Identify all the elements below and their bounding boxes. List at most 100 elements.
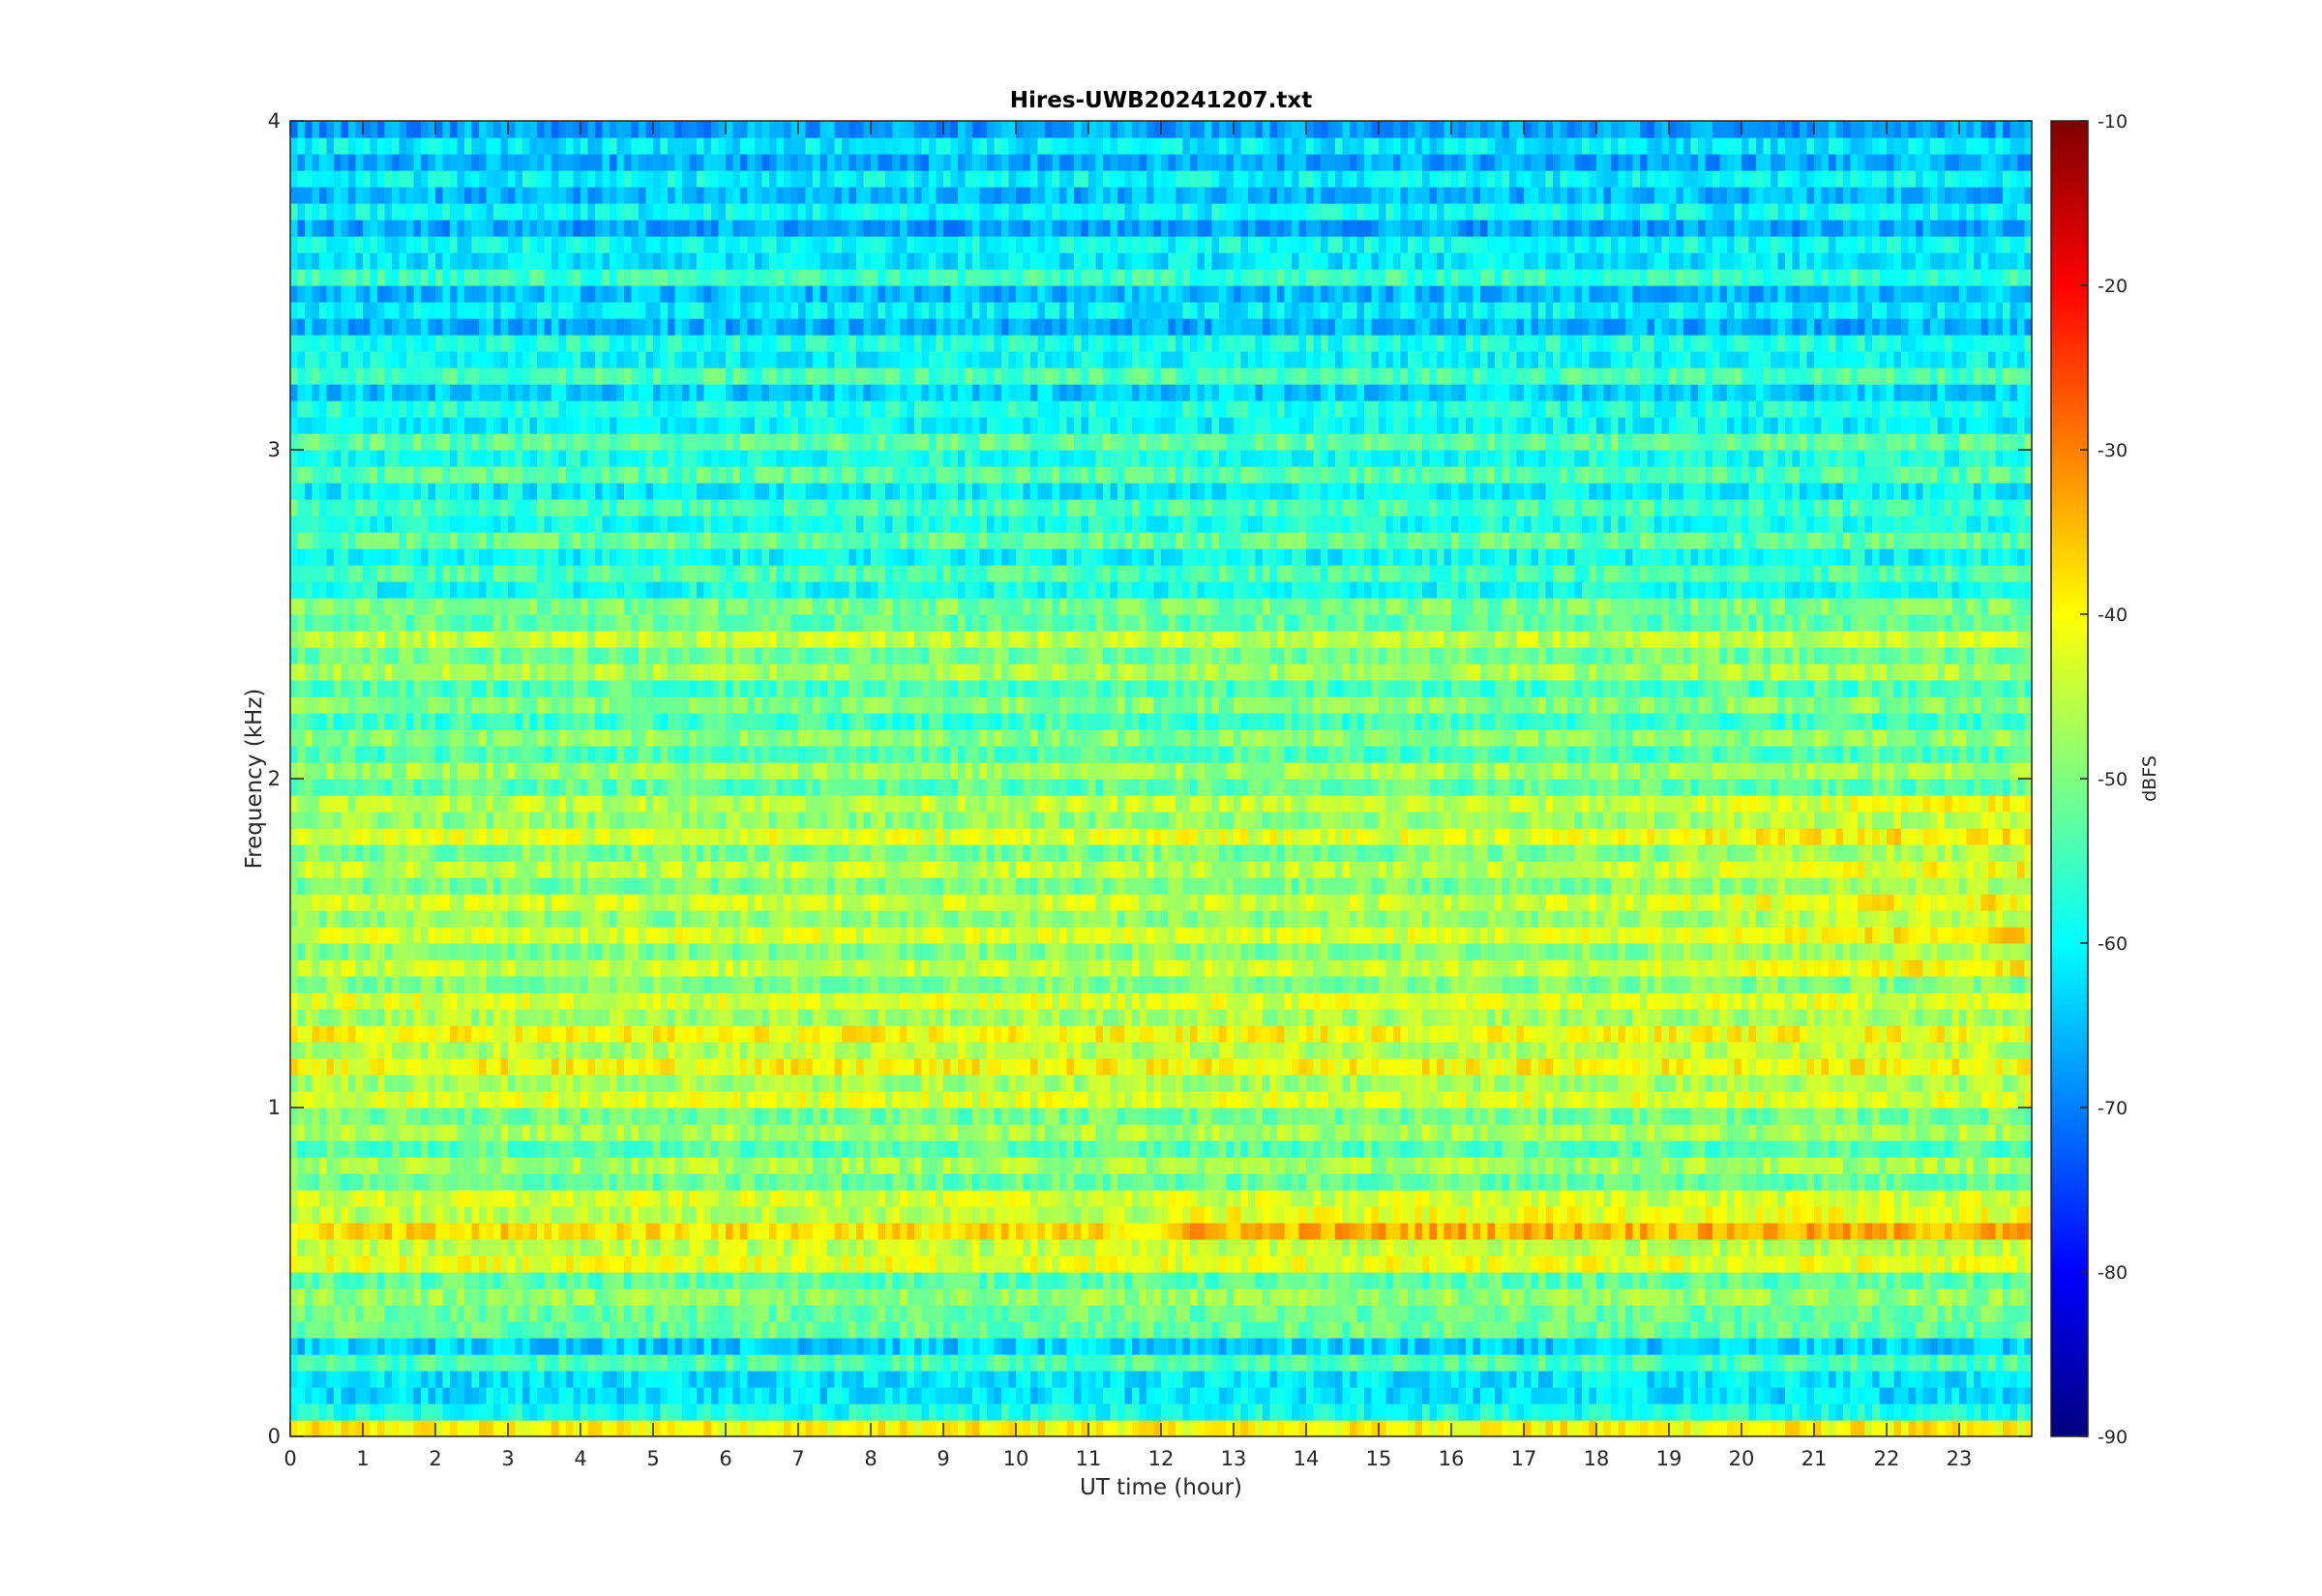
heatmap-cell [1422, 1387, 1431, 1404]
heatmap-cell [950, 1206, 959, 1224]
heatmap-cell [936, 1140, 944, 1158]
heatmap-cell [1321, 1108, 1329, 1125]
heatmap-cell [668, 1420, 676, 1436]
heatmap-cell [1371, 1288, 1380, 1306]
heatmap-cell [1574, 1190, 1583, 1207]
heatmap-cell [1800, 1108, 1808, 1125]
heatmap-cell [697, 1124, 705, 1141]
heatmap-cell [1487, 1140, 1496, 1158]
heatmap-cell [1777, 1404, 1786, 1421]
heatmap-cell [703, 1321, 712, 1339]
heatmap-cell [790, 1091, 799, 1108]
heatmap-cell [842, 1288, 850, 1306]
heatmap-cell [522, 1305, 531, 1322]
heatmap-cell [1937, 1239, 1946, 1256]
heatmap-cell [1487, 1288, 1496, 1306]
heatmap-cell [399, 1157, 407, 1174]
heatmap-cell [1792, 1288, 1801, 1306]
heatmap-cell [1719, 1272, 1728, 1289]
heatmap-cell [689, 1371, 698, 1388]
heatmap-cell [1719, 1404, 1728, 1421]
heatmap-cell [1284, 1305, 1293, 1322]
heatmap-cell [1872, 1256, 1881, 1273]
heatmap-cell [798, 1124, 807, 1141]
heatmap-cell [1095, 1338, 1104, 1355]
heatmap-cell [1277, 1420, 1286, 1436]
heatmap-cell [319, 1420, 328, 1436]
heatmap-cell [1059, 1173, 1068, 1191]
heatmap-cell [1350, 1173, 1358, 1191]
heatmap-cell [1582, 1321, 1591, 1339]
heatmap-cell [674, 1140, 683, 1158]
heatmap-cell [689, 1223, 698, 1240]
heatmap-cell [1124, 1338, 1133, 1355]
heatmap-cell [1313, 1338, 1322, 1355]
heatmap-cell [1829, 1108, 1837, 1125]
heatmap-cell [602, 1091, 610, 1108]
heatmap-cell [1008, 1223, 1017, 1240]
heatmap-cell [355, 1420, 364, 1436]
heatmap-cell [1139, 1371, 1147, 1388]
heatmap-cell [493, 1387, 502, 1404]
heatmap-cell [1661, 1190, 1670, 1207]
heatmap-cell [1771, 1305, 1779, 1322]
heatmap-cell [798, 1420, 807, 1436]
heatmap-cell [1887, 1420, 1895, 1436]
heatmap-cell [848, 1404, 857, 1421]
heatmap-cell [1081, 1108, 1089, 1125]
heatmap-cell [921, 1124, 930, 1141]
heatmap-cell [2017, 1305, 2026, 1322]
heatmap-cell [653, 1091, 662, 1108]
heatmap-cell [755, 1305, 763, 1322]
heatmap-cell [1545, 1371, 1554, 1388]
heatmap-cell [1298, 1305, 1307, 1322]
heatmap-cell [1284, 1223, 1293, 1240]
heatmap-cell [1429, 1288, 1438, 1306]
heatmap-cell [1161, 1305, 1170, 1322]
heatmap-cell [1306, 1223, 1315, 1240]
heatmap-cell [1618, 1338, 1626, 1355]
heatmap-cell [428, 1371, 436, 1388]
heatmap-cell [1763, 1124, 1771, 1141]
heatmap-cell [566, 1338, 575, 1355]
heatmap-cell [1705, 1091, 1713, 1108]
heatmap-cell [1806, 1387, 1815, 1404]
heatmap-cell [319, 1387, 328, 1404]
heatmap-cell [1263, 1124, 1271, 1141]
heatmap-cell [740, 1223, 749, 1240]
heatmap-cell [1052, 1354, 1060, 1372]
heatmap-cell [1248, 1371, 1257, 1388]
heatmap-cell [1553, 1305, 1562, 1322]
heatmap-cell [457, 1157, 465, 1174]
heatmap-cell [1234, 1256, 1242, 1273]
heatmap-cell [1132, 1239, 1141, 1256]
heatmap-cell [566, 1256, 575, 1273]
heatmap-cell [537, 1206, 546, 1224]
heatmap-cell [1074, 1108, 1083, 1125]
heatmap-cell [842, 1091, 850, 1108]
heatmap-cell [1350, 1091, 1358, 1108]
heatmap-cell [1705, 1140, 1713, 1158]
heatmap-cell [1052, 1157, 1060, 1174]
heatmap-cell [1371, 1239, 1380, 1256]
heatmap-cell [297, 1140, 306, 1158]
heatmap-cell [1560, 1420, 1568, 1436]
heatmap-cell [755, 1124, 763, 1141]
heatmap-cell [442, 1239, 451, 1256]
heatmap-cell [674, 1173, 683, 1191]
heatmap-cell [566, 1239, 575, 1256]
heatmap-cell [1306, 1288, 1315, 1306]
heatmap-cell [1640, 1420, 1649, 1436]
heatmap-cell [1240, 1354, 1249, 1372]
heatmap-cell [522, 1354, 531, 1372]
heatmap-cell [312, 1223, 320, 1240]
heatmap-cell [1458, 1272, 1467, 1289]
heatmap-cell [697, 1173, 705, 1191]
heatmap-cell [457, 1239, 465, 1256]
heatmap-cell [1414, 1420, 1423, 1436]
heatmap-cell [1284, 1157, 1293, 1174]
heatmap-cell [1473, 1190, 1481, 1207]
heatmap-cell [1451, 1288, 1460, 1306]
heatmap-cell [871, 1173, 879, 1191]
heatmap-cell [1255, 1272, 1264, 1289]
